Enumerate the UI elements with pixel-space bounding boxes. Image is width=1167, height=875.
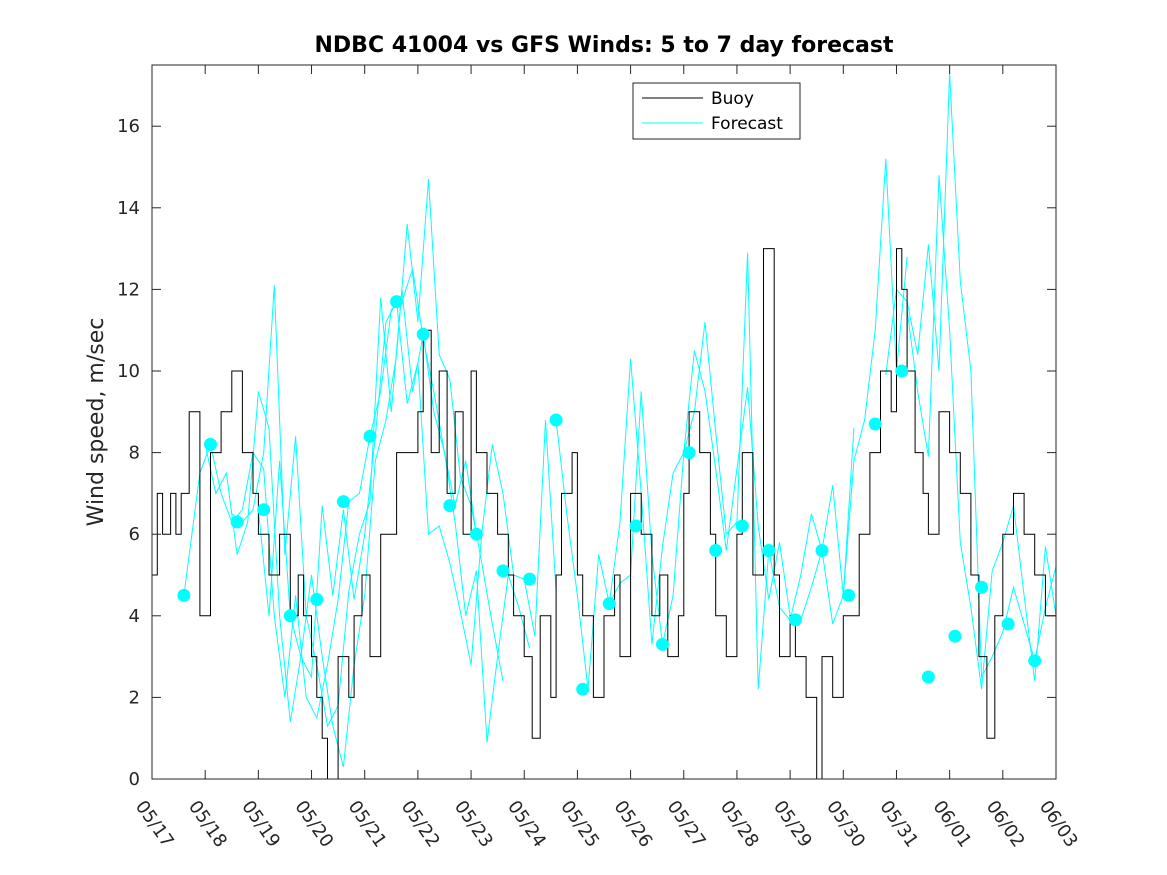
forecast-marker — [416, 327, 430, 341]
x-tick-label: 05/30 — [822, 797, 869, 852]
x-tick-label: 05/27 — [663, 797, 710, 852]
y-tick-label: 8 — [129, 443, 140, 464]
legend-label-forecast: Forecast — [711, 114, 783, 134]
forecast-line-7 — [885, 73, 1057, 679]
forecast-marker — [496, 564, 510, 578]
forecast-line-3 — [231, 285, 531, 743]
forecast-marker — [363, 429, 377, 443]
x-tick-label: 05/19 — [237, 797, 284, 852]
plot-frame — [151, 64, 1057, 780]
forecast-marker — [177, 588, 191, 602]
forecast-marker — [549, 413, 563, 427]
forecast-marker — [390, 295, 404, 309]
x-tick-label: 06/02 — [982, 797, 1029, 852]
forecast-marker — [523, 572, 537, 586]
forecast-line-6 — [608, 158, 908, 690]
forecast-line-8 — [906, 175, 1057, 690]
forecast-marker — [310, 593, 324, 606]
x-tick-label: 05/25 — [556, 797, 603, 852]
x-tick-label: 05/22 — [397, 797, 444, 852]
y-tick-label: 10 — [117, 361, 140, 382]
forecast-marker — [868, 417, 882, 431]
forecast-marker — [602, 597, 616, 611]
forecast-marker — [656, 637, 669, 651]
forecast-marker — [257, 503, 271, 517]
forecast-marker — [443, 499, 457, 513]
x-tick-label: 05/26 — [609, 797, 656, 852]
x-tick-label: 06/03 — [1035, 797, 1082, 852]
y-tick-label: 0 — [129, 769, 140, 790]
forecast-marker — [948, 629, 962, 643]
forecast-marker — [842, 588, 856, 602]
forecast-line-5 — [555, 350, 855, 690]
legend-box — [632, 82, 801, 140]
forecast-marker — [788, 613, 802, 627]
forecast-marker — [576, 682, 590, 696]
forecast-marker — [975, 580, 989, 594]
x-tick-label: 05/29 — [769, 797, 816, 852]
forecast-marker — [895, 364, 909, 378]
x-tick-label: 05/20 — [290, 797, 337, 852]
forecast-marker — [204, 437, 217, 451]
legend-label-buoy: Buoy — [711, 89, 754, 109]
forecast-line-4 — [257, 299, 557, 679]
marker-layer — [177, 295, 1042, 696]
x-tick-label: 06/01 — [929, 797, 976, 852]
forecast-marker — [1001, 617, 1015, 631]
x-tick-label: 05/23 — [450, 797, 497, 852]
x-tick-label: 05/18 — [184, 797, 231, 852]
forecast-marker — [815, 544, 829, 557]
forecast-marker — [921, 670, 935, 684]
x-tick-label: 05/28 — [716, 797, 763, 852]
forecast-marker — [762, 544, 776, 557]
legend: Buoy Forecast — [632, 82, 801, 140]
forecast-marker — [336, 495, 350, 509]
y-tick-label: 16 — [117, 116, 140, 137]
x-tick-label: 05/21 — [344, 797, 391, 852]
y-tick-label: 14 — [117, 198, 140, 219]
forecast-marker — [629, 519, 643, 533]
y-axis: 0 2 4 6 8 10 12 14 16 — [117, 116, 1056, 790]
x-tick-label: 05/24 — [503, 797, 550, 852]
forecast-marker — [1028, 654, 1042, 668]
y-tick-label: 2 — [129, 687, 140, 708]
forecast-marker — [283, 609, 297, 623]
forecast-marker — [469, 527, 483, 541]
y-tick-label: 12 — [117, 279, 140, 300]
y-tick-label: 4 — [129, 606, 140, 627]
forecast-marker — [682, 446, 696, 460]
x-tick-label: 05/31 — [875, 797, 922, 852]
y-tick-label: 6 — [129, 524, 140, 545]
y-axis-label: Wind speed, m/sec — [84, 318, 109, 527]
x-tick-label: 05/17 — [131, 797, 178, 852]
forecast-marker — [709, 544, 723, 557]
forecast-marker — [735, 519, 749, 533]
buoy-line — [152, 248, 1056, 780]
forecast-marker — [230, 515, 244, 529]
series-layer — [152, 73, 1057, 780]
chart-title: NDBC 41004 vs GFS Winds: 5 to 7 day fore… — [315, 33, 894, 58]
